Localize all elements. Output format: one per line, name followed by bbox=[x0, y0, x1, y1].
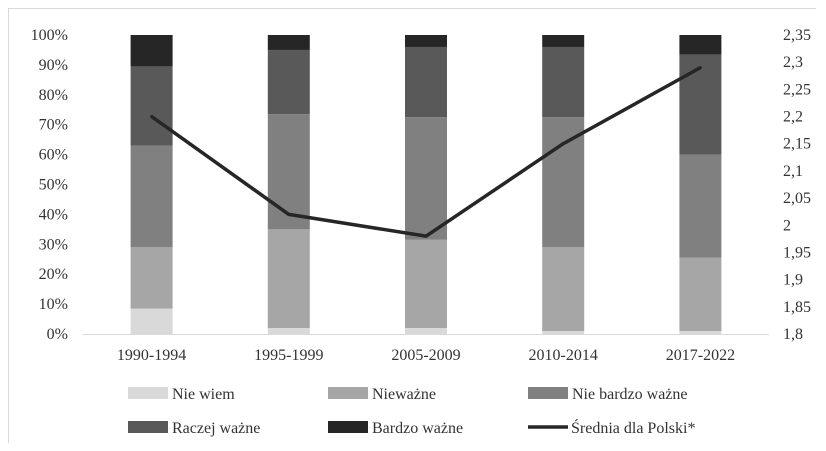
y2-tick-label: 2,3 bbox=[783, 54, 803, 71]
y2-tick-label: 1,95 bbox=[783, 244, 811, 261]
legend-swatch bbox=[128, 387, 168, 399]
bar-segment bbox=[405, 328, 447, 334]
y2-tick-label: 2,25 bbox=[783, 81, 811, 98]
bar-segment bbox=[542, 117, 585, 248]
bar-segment bbox=[130, 66, 173, 146]
legend-label: Bardzo ważne bbox=[372, 420, 463, 437]
legend-label: Raczej ważne bbox=[172, 420, 260, 437]
y2-tick-label: 2,15 bbox=[783, 136, 811, 153]
y-tick-label: 0% bbox=[47, 326, 68, 343]
y-tick-label: 70% bbox=[39, 117, 68, 134]
legend-swatch bbox=[328, 387, 368, 399]
bar-segment bbox=[130, 247, 173, 309]
x-tick-label: 2017-2022 bbox=[666, 347, 735, 364]
bar-segment bbox=[130, 308, 173, 334]
bar-segment bbox=[405, 239, 447, 329]
bar-segment bbox=[542, 331, 585, 334]
y-tick-label: 80% bbox=[39, 87, 68, 104]
x-tick-label: 1995-1999 bbox=[254, 347, 323, 364]
y-tick-label: 10% bbox=[39, 296, 68, 313]
x-tick-label: 2010-2014 bbox=[529, 347, 598, 364]
y-tick-label: 90% bbox=[39, 57, 68, 74]
legend-swatch bbox=[528, 387, 568, 399]
line-point bbox=[561, 142, 565, 146]
legend-label: Nie wiem bbox=[172, 386, 235, 403]
y-tick-label: 30% bbox=[39, 236, 68, 253]
x-tick-label: 1990-1994 bbox=[117, 347, 186, 364]
y2-tick-label: 1,85 bbox=[783, 299, 811, 316]
y-tick-label: 50% bbox=[39, 177, 68, 194]
bar-segment bbox=[542, 46, 585, 118]
y2-tick-label: 2,1 bbox=[783, 163, 803, 180]
bar-segment bbox=[405, 117, 447, 240]
line-point bbox=[150, 115, 154, 119]
y2-tick-label: 2,35 bbox=[783, 27, 811, 44]
y2-tick-label: 1,8 bbox=[783, 326, 803, 343]
y-tick-label: 60% bbox=[39, 147, 68, 164]
chart-frame bbox=[8, 8, 816, 443]
line-point bbox=[287, 212, 291, 216]
bar-segment bbox=[405, 35, 447, 47]
line-point bbox=[424, 234, 428, 238]
bar-segment bbox=[267, 114, 310, 230]
x-tick-label: 2005-2009 bbox=[391, 347, 460, 364]
bar-segment bbox=[679, 331, 722, 334]
y2-tick-label: 1,9 bbox=[783, 272, 803, 289]
bar-segment bbox=[267, 328, 310, 334]
legend-label: Średnia dla Polski* bbox=[571, 418, 695, 437]
bar-segment bbox=[679, 35, 722, 55]
y-tick-label: 40% bbox=[39, 206, 68, 223]
bar-segment bbox=[679, 54, 722, 155]
y-tick-label: 100% bbox=[31, 27, 68, 44]
bar-segment bbox=[405, 46, 447, 118]
line-point bbox=[698, 66, 702, 70]
bar-segment bbox=[267, 229, 310, 329]
bar-segment bbox=[267, 35, 310, 50]
legend-swatch bbox=[128, 421, 168, 433]
legend-label: Nieważne bbox=[372, 386, 436, 403]
bar-segment bbox=[130, 145, 173, 248]
bar-segment bbox=[542, 35, 585, 47]
bar-segment bbox=[679, 154, 722, 258]
legend-swatch bbox=[328, 421, 368, 433]
bar-segment bbox=[542, 247, 585, 332]
bar-segment bbox=[679, 257, 722, 332]
y-tick-label: 20% bbox=[39, 266, 68, 283]
y2-tick-label: 2 bbox=[783, 217, 791, 234]
bar-segment bbox=[267, 49, 310, 115]
bar-segment bbox=[130, 35, 173, 67]
y2-tick-label: 2,05 bbox=[783, 190, 811, 207]
y2-tick-label: 2,2 bbox=[783, 109, 803, 126]
legend-label: Nie bardzo ważne bbox=[572, 386, 688, 403]
